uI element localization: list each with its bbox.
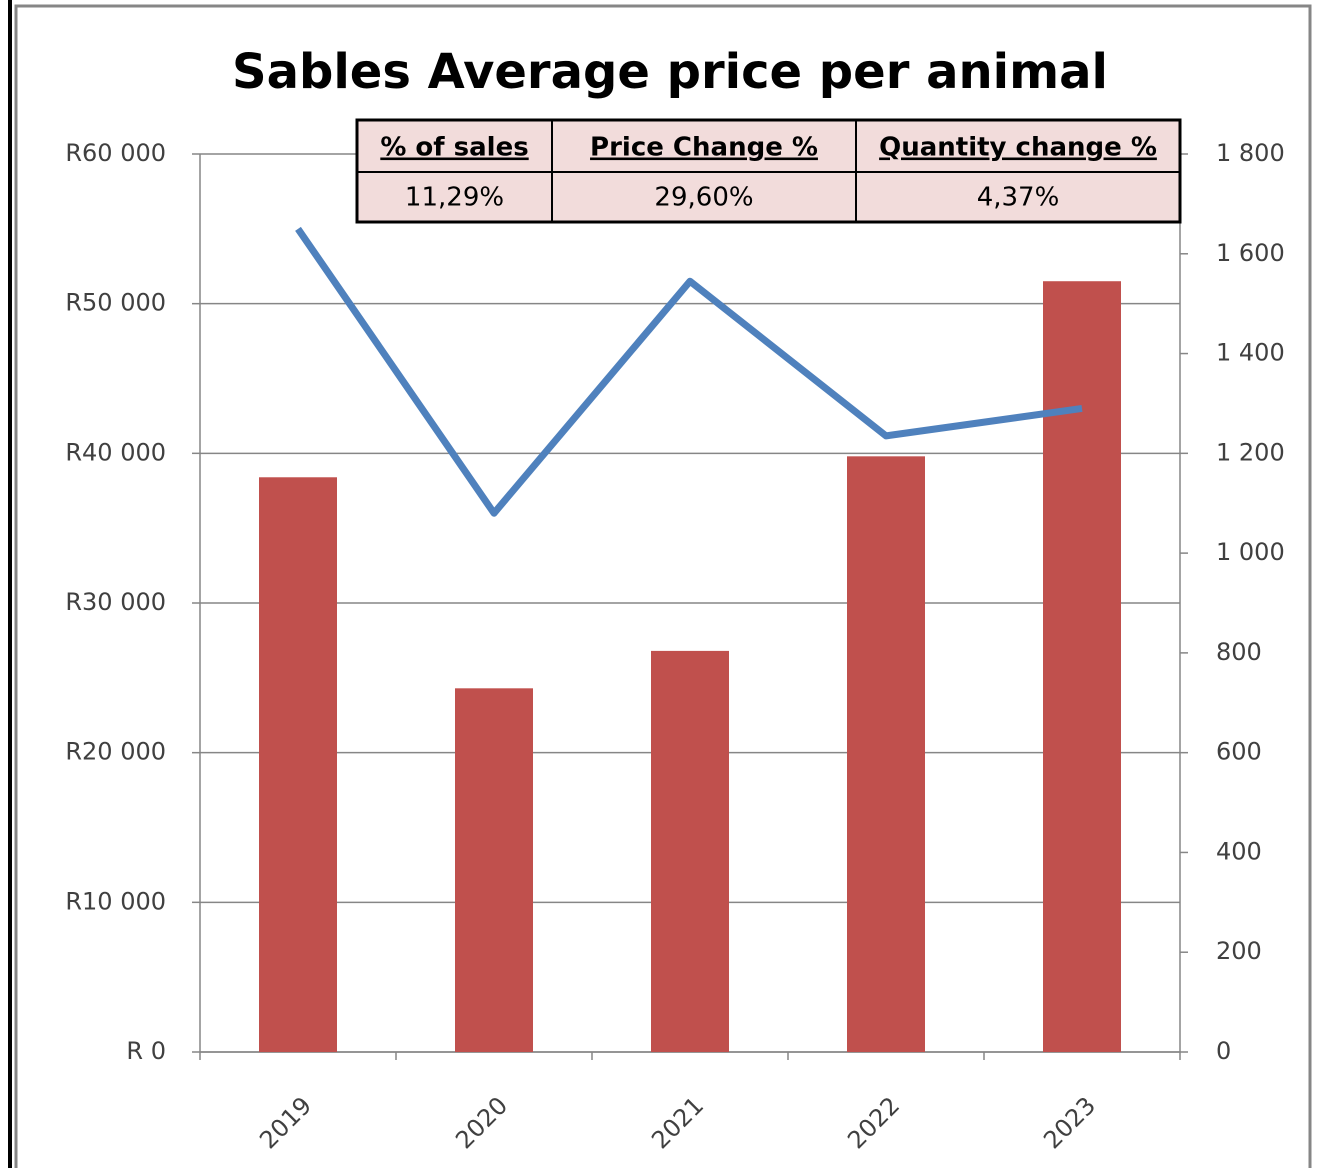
y2-tick-label: 1 400 [1216,339,1285,367]
y-tick-label: R20 000 [65,738,166,766]
y-tick-label: R 0 [126,1037,166,1065]
chart-border [14,4,1312,1168]
bar [455,688,533,1052]
y2-tick-label: 400 [1216,837,1262,865]
y2-tick-label: 200 [1216,937,1262,965]
line [295,226,1083,517]
y2-tick-label: 1 000 [1216,538,1285,566]
bar [847,456,925,1052]
y-tick-label: R30 000 [65,588,166,616]
y-tick-label: R60 000 [65,139,166,167]
table-header: % of sales [380,133,528,163]
table-value: 11,29% [405,183,504,213]
table-header: Price Change % [590,133,818,163]
y2-tick-label: 0 [1216,1037,1231,1065]
y-tick-label: R10 000 [65,887,166,915]
y2-tick-label: 800 [1216,638,1262,666]
bar [651,650,729,1052]
table-value: 4,37% [977,183,1060,213]
y2-tick-label: 600 [1216,738,1262,766]
bar [1043,281,1121,1052]
table-header: Quantity change % [879,133,1157,163]
y2-tick-label: 1 800 [1216,139,1285,167]
y2-tick-label: 1 200 [1216,438,1285,466]
chart-title: Sables Average price per animal [232,44,1108,100]
table-value: 29,60% [654,183,753,213]
y-tick-label: R40 000 [65,438,166,466]
y2-tick-label: 1 600 [1216,239,1285,267]
y-tick-label: R50 000 [65,289,166,317]
bar [259,477,337,1052]
